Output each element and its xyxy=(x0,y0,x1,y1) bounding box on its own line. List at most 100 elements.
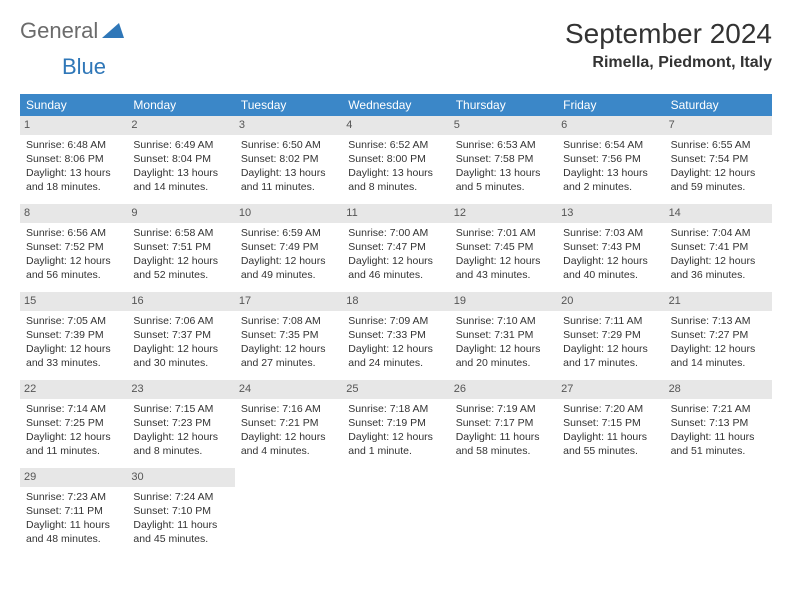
day-cell: 7 Sunrise: 6:55 AMSunset: 7:54 PMDaylight… xyxy=(665,116,772,204)
sunset-line: Sunset: 7:47 PM xyxy=(348,240,443,254)
daylight-line: Daylight: 12 hours and 24 minutes. xyxy=(348,342,443,370)
day-cell: 27Sunrise: 7:20 AMSunset: 7:15 PMDayligh… xyxy=(557,380,664,468)
sunset-line: Sunset: 7:21 PM xyxy=(241,416,336,430)
daylight-line: Daylight: 12 hours and 8 minutes. xyxy=(133,430,228,458)
daylight-line: Daylight: 12 hours and 1 minute. xyxy=(348,430,443,458)
sunrise-line: Sunrise: 7:10 AM xyxy=(456,314,551,328)
sunrise-line: Sunrise: 7:08 AM xyxy=(241,314,336,328)
day-number: 19 xyxy=(450,292,557,311)
sunrise-line: Sunrise: 7:23 AM xyxy=(26,490,121,504)
sunrise-line: Sunrise: 6:48 AM xyxy=(26,138,121,152)
daylight-line: Daylight: 12 hours and 56 minutes. xyxy=(26,254,121,282)
daylight-line: Daylight: 12 hours and 27 minutes. xyxy=(241,342,336,370)
day-number: 7 xyxy=(665,116,772,135)
sunset-line: Sunset: 7:17 PM xyxy=(456,416,551,430)
sunrise-line: Sunrise: 7:20 AM xyxy=(563,402,658,416)
day-number: 6 xyxy=(557,116,664,135)
day-number: 10 xyxy=(235,204,342,223)
day-cell: 11Sunrise: 7:00 AMSunset: 7:47 PMDayligh… xyxy=(342,204,449,292)
day-number: 3 xyxy=(235,116,342,135)
day-cell: 12Sunrise: 7:01 AMSunset: 7:45 PMDayligh… xyxy=(450,204,557,292)
sunset-line: Sunset: 7:27 PM xyxy=(671,328,766,342)
day-number: 14 xyxy=(665,204,772,223)
daylight-line: Daylight: 11 hours and 51 minutes. xyxy=(671,430,766,458)
sunset-line: Sunset: 7:15 PM xyxy=(563,416,658,430)
day-cell: 29Sunrise: 7:23 AMSunset: 7:11 PMDayligh… xyxy=(20,468,127,556)
sunrise-line: Sunrise: 6:50 AM xyxy=(241,138,336,152)
day-number: 26 xyxy=(450,380,557,399)
daylight-line: Daylight: 13 hours and 14 minutes. xyxy=(133,166,228,194)
day-cell: 15Sunrise: 7:05 AMSunset: 7:39 PMDayligh… xyxy=(20,292,127,380)
sunset-line: Sunset: 7:43 PM xyxy=(563,240,658,254)
sunrise-line: Sunrise: 7:03 AM xyxy=(563,226,658,240)
sunrise-line: Sunrise: 6:49 AM xyxy=(133,138,228,152)
sunrise-line: Sunrise: 7:09 AM xyxy=(348,314,443,328)
sunrise-line: Sunrise: 7:15 AM xyxy=(133,402,228,416)
sunrise-line: Sunrise: 7:19 AM xyxy=(456,402,551,416)
day-cell: 14Sunrise: 7:04 AMSunset: 7:41 PMDayligh… xyxy=(665,204,772,292)
sunset-line: Sunset: 7:10 PM xyxy=(133,504,228,518)
day-cell: 20Sunrise: 7:11 AMSunset: 7:29 PMDayligh… xyxy=(557,292,664,380)
day-cell: 1Sunrise: 6:48 AMSunset: 8:06 PMDaylight… xyxy=(20,116,127,204)
daylight-line: Daylight: 12 hours and 49 minutes. xyxy=(241,254,336,282)
day-cell: 21Sunrise: 7:13 AMSunset: 7:27 PMDayligh… xyxy=(665,292,772,380)
day-number: 5 xyxy=(450,116,557,135)
sunrise-line: Sunrise: 6:58 AM xyxy=(133,226,228,240)
daylight-line: Daylight: 12 hours and 11 minutes. xyxy=(26,430,121,458)
day-cell: 17 Sunrise: 7:08 AMSunset: 7:35 PMDayligh… xyxy=(235,292,342,380)
sunrise-line: Sunrise: 7:24 AM xyxy=(133,490,228,504)
day-number: 2 xyxy=(127,116,234,135)
brand-logo: General xyxy=(20,18,126,44)
sunset-line: Sunset: 7:37 PM xyxy=(133,328,228,342)
day-number: 18 xyxy=(342,292,449,311)
sunset-line: Sunset: 8:00 PM xyxy=(348,152,443,166)
daylight-line: Daylight: 11 hours and 58 minutes. xyxy=(456,430,551,458)
daylight-line: Daylight: 12 hours and 30 minutes. xyxy=(133,342,228,370)
sunrise-line: Sunrise: 6:59 AM xyxy=(241,226,336,240)
day-number: 13 xyxy=(557,204,664,223)
day-cell: 8Sunrise: 6:56 AMSunset: 7:52 PMDaylight… xyxy=(20,204,127,292)
daylight-line: Daylight: 12 hours and 59 minutes. xyxy=(671,166,766,194)
day-cell: 25Sunrise: 7:18 AMSunset: 7:19 PMDayligh… xyxy=(342,380,449,468)
sunrise-line: Sunrise: 6:53 AM xyxy=(456,138,551,152)
daylight-line: Daylight: 11 hours and 55 minutes. xyxy=(563,430,658,458)
day-number: 8 xyxy=(20,204,127,223)
day-cell: 10Sunrise: 6:59 AMSunset: 7:49 PMDayligh… xyxy=(235,204,342,292)
day-number: 25 xyxy=(342,380,449,399)
day-number: 21 xyxy=(665,292,772,311)
sunrise-line: Sunrise: 7:05 AM xyxy=(26,314,121,328)
day-number: 17 xyxy=(235,292,342,311)
daylight-line: Daylight: 12 hours and 14 minutes. xyxy=(671,342,766,370)
sunset-line: Sunset: 7:35 PM xyxy=(241,328,336,342)
day-of-week-header: Sunday xyxy=(20,94,127,116)
day-cell: 28Sunrise: 7:21 AMSunset: 7:13 PMDayligh… xyxy=(665,380,772,468)
sunrise-line: Sunrise: 7:14 AM xyxy=(26,402,121,416)
day-cell: 5Sunrise: 6:53 AMSunset: 7:58 PMDaylight… xyxy=(450,116,557,204)
day-number: 22 xyxy=(20,380,127,399)
daylight-line: Daylight: 12 hours and 20 minutes. xyxy=(456,342,551,370)
sunrise-line: Sunrise: 6:55 AM xyxy=(671,138,766,152)
sunset-line: Sunset: 7:41 PM xyxy=(671,240,766,254)
sunset-line: Sunset: 7:56 PM xyxy=(563,152,658,166)
day-number: 29 xyxy=(20,468,127,487)
sunrise-line: Sunrise: 7:18 AM xyxy=(348,402,443,416)
day-number: 11 xyxy=(342,204,449,223)
sunrise-line: Sunrise: 7:01 AM xyxy=(456,226,551,240)
brand-part1: General xyxy=(20,18,98,44)
month-title: September 2024 xyxy=(565,18,772,50)
sunset-line: Sunset: 7:54 PM xyxy=(671,152,766,166)
day-number: 16 xyxy=(127,292,234,311)
sunset-line: Sunset: 7:25 PM xyxy=(26,416,121,430)
day-number: 4 xyxy=(342,116,449,135)
day-cell: 3Sunrise: 6:50 AMSunset: 8:02 PMDaylight… xyxy=(235,116,342,204)
sunset-line: Sunset: 7:51 PM xyxy=(133,240,228,254)
day-number: 20 xyxy=(557,292,664,311)
sunset-line: Sunset: 7:23 PM xyxy=(133,416,228,430)
day-number: 28 xyxy=(665,380,772,399)
sunset-line: Sunset: 7:29 PM xyxy=(563,328,658,342)
day-cell: 30Sunrise: 7:24 AMSunset: 7:10 PMDayligh… xyxy=(127,468,234,556)
sunset-line: Sunset: 8:06 PM xyxy=(26,152,121,166)
sunrise-line: Sunrise: 7:04 AM xyxy=(671,226,766,240)
day-number: 23 xyxy=(127,380,234,399)
day-cell: 19Sunrise: 7:10 AMSunset: 7:31 PMDayligh… xyxy=(450,292,557,380)
